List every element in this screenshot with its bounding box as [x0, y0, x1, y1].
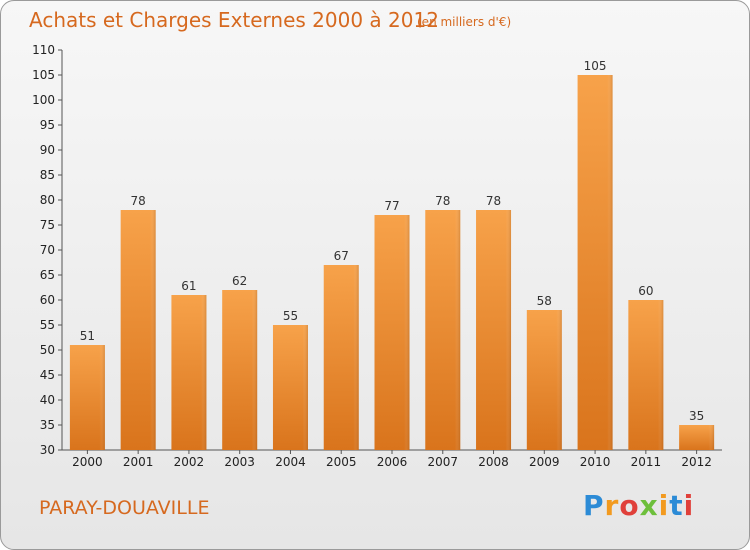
data-label: 51	[80, 329, 95, 343]
bar-shade-2006	[374, 215, 410, 450]
data-label: 105	[584, 59, 607, 73]
y-tick-label: 30	[40, 443, 55, 457]
bar-shade-2005	[323, 265, 359, 450]
x-tick-label: 2009	[529, 455, 560, 469]
bar-shade-2009	[526, 310, 562, 450]
bar-shade-2003	[222, 290, 258, 450]
data-label: 78	[486, 194, 501, 208]
data-label: 77	[384, 199, 399, 213]
chart-subtitle: (en milliers d'€)	[417, 15, 512, 29]
x-tick-label: 2004	[275, 455, 306, 469]
x-tick-label: 2011	[631, 455, 662, 469]
data-label: 67	[334, 249, 349, 263]
commune-name: PARAY-DOUAVILLE	[39, 497, 210, 519]
x-tick-label: 2008	[478, 455, 509, 469]
x-tick-label: 2002	[174, 455, 205, 469]
y-tick-label: 80	[40, 193, 55, 207]
data-label: 78	[131, 194, 146, 208]
data-label: 78	[435, 194, 450, 208]
y-tick-label: 100	[32, 93, 55, 107]
data-label: 60	[638, 284, 653, 298]
proxiti-logo: Proxiti	[583, 489, 695, 522]
data-label: 61	[181, 279, 196, 293]
y-tick-label: 75	[40, 218, 55, 232]
bar-shade-2012	[679, 425, 715, 450]
bar-shade-2002	[171, 295, 207, 450]
bars-group	[69, 75, 715, 450]
y-tick-label: 105	[32, 68, 55, 82]
y-tick-label: 35	[40, 418, 55, 432]
data-labels-group: 51 78 61 62 55 67 77 78 78 58 105 60 35	[80, 59, 705, 423]
y-tick-label: 60	[40, 293, 55, 307]
y-tick-label: 55	[40, 318, 55, 332]
y-tick-label: 45	[40, 368, 55, 382]
x-tick-label: 2006	[377, 455, 408, 469]
data-label: 62	[232, 274, 247, 288]
x-tick-label: 2003	[224, 455, 255, 469]
y-tick-label: 95	[40, 118, 55, 132]
data-label: 35	[689, 409, 704, 423]
x-tick-label: 2001	[123, 455, 154, 469]
y-tick-label: 40	[40, 393, 55, 407]
y-tick-label: 70	[40, 243, 55, 257]
data-label: 55	[283, 309, 298, 323]
bar-shade-2008	[476, 210, 512, 450]
x-tick-label: 2012	[681, 455, 712, 469]
x-tick-label: 2000	[72, 455, 103, 469]
bar-shade-2007	[425, 210, 461, 450]
chart-title: Achats et Charges Externes 2000 à 2012	[29, 8, 439, 32]
y-tick-label: 85	[40, 168, 55, 182]
bar-shade-2004	[272, 325, 308, 450]
data-label: 58	[537, 294, 552, 308]
x-tick-label: 2005	[326, 455, 357, 469]
y-tick-label: 50	[40, 343, 55, 357]
bar-shade-2001	[120, 210, 156, 450]
y-tick-label: 65	[40, 268, 55, 282]
x-tick-label: 2007	[427, 455, 458, 469]
bar-shade-2011	[628, 300, 664, 450]
axes: 30 35 40 45 50 55 60 65 70 75 80 85 90 95 100 105 110 200…	[32, 43, 722, 469]
bar-shade-2010	[577, 75, 613, 450]
x-tick-label: 2010	[580, 455, 611, 469]
y-tick-label: 90	[40, 143, 55, 157]
bar-shade-2000	[69, 345, 105, 450]
y-tick-label: 110	[32, 43, 55, 57]
